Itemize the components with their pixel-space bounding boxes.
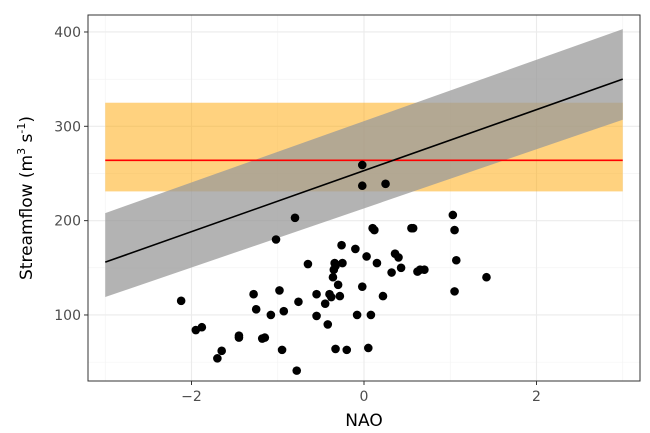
data-point [357, 160, 367, 170]
y-axis-title: Streamflow (m3 s-1) [15, 116, 37, 280]
data-point [249, 289, 258, 299]
y-axis-title-mid: s [17, 133, 37, 147]
data-point [294, 297, 303, 307]
data-point [234, 333, 244, 342]
data-point [335, 291, 345, 301]
data-point [396, 263, 406, 273]
axis-ticks: −2 0 2 100 200 300 400 [54, 25, 541, 405]
data-point [251, 305, 261, 314]
y-axis-title-main: Streamflow (m [17, 155, 37, 280]
regression-line [104, 78, 624, 263]
x-axis-title: NAO [345, 411, 382, 431]
y-tick-label: 400 [54, 25, 81, 41]
data-point [366, 310, 376, 320]
data-point [387, 268, 396, 277]
data-point [213, 354, 222, 363]
data-point [271, 235, 281, 244]
data-point [450, 287, 459, 296]
data-point [217, 346, 226, 356]
data-point [482, 272, 491, 282]
data-point [378, 291, 388, 301]
data-point [370, 225, 379, 235]
data-point [381, 179, 390, 189]
y-axis-title-sup-1: 3 [15, 148, 28, 155]
data-point [303, 259, 313, 269]
data-point [197, 322, 207, 332]
y-tick-label: 100 [54, 308, 81, 324]
data-point [320, 299, 330, 308]
x-tick-label: 0 [360, 389, 369, 405]
data-point [451, 255, 461, 265]
data-point [331, 261, 340, 271]
y-axis-title-end: ) [17, 116, 37, 123]
y-tick-label: 200 [54, 214, 81, 230]
data-point [279, 306, 289, 316]
data-point [312, 311, 321, 321]
points-layer [176, 160, 491, 375]
data-point [352, 310, 362, 320]
data-point [338, 258, 347, 268]
data-point [275, 286, 284, 295]
x-tick-label: −2 [181, 389, 202, 405]
y-tick-label: 300 [54, 119, 81, 135]
data-point [357, 181, 367, 191]
data-point [351, 244, 360, 254]
data-point [176, 296, 186, 306]
data-point [394, 253, 403, 262]
data-point [277, 345, 287, 355]
data-point [290, 213, 300, 223]
data-point [342, 345, 352, 355]
data-point [337, 240, 346, 250]
data-point [372, 258, 382, 268]
data-point [357, 282, 367, 291]
data-point [333, 280, 343, 290]
fit-lines-layer [104, 78, 624, 263]
data-point [292, 366, 302, 375]
data-point [323, 320, 333, 329]
data-point [362, 252, 371, 261]
y-axis-title-sup-2: -1 [15, 123, 28, 134]
data-point [364, 343, 373, 353]
data-point [420, 265, 429, 274]
data-point [312, 289, 321, 299]
data-point [448, 210, 458, 220]
x-tick-label: 2 [532, 389, 541, 405]
data-point [331, 344, 340, 354]
data-point [408, 223, 418, 233]
data-point [266, 310, 276, 320]
data-point [328, 272, 338, 282]
data-point [260, 333, 270, 342]
data-point [326, 292, 336, 302]
data-point [450, 225, 459, 235]
